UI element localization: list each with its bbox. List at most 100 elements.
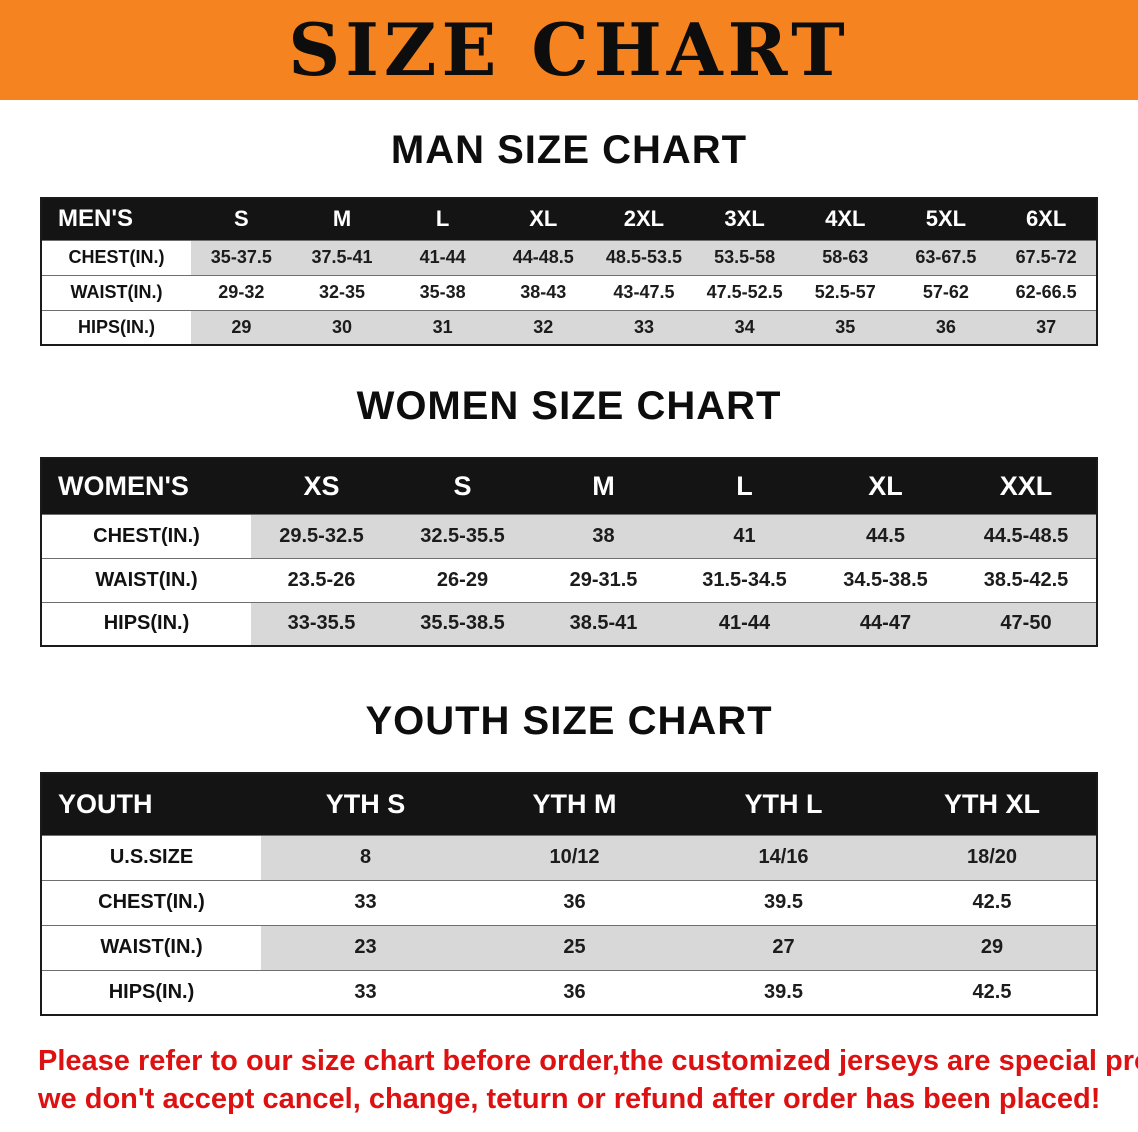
size-value-cell: 29.5-32.5 [251, 514, 392, 558]
size-value-cell: 18/20 [888, 835, 1097, 880]
youth-section-heading: YOUTH SIZE CHART [365, 699, 773, 743]
size-header-cell: YTH XL [888, 773, 1097, 835]
size-value-cell: 33 [261, 970, 470, 1015]
size-value-cell: 36 [470, 970, 679, 1015]
size-value-cell: 57-62 [895, 275, 997, 310]
table-header-row: YOUTH YTH S YTH M YTH L YTH XL [41, 773, 1097, 835]
size-header-cell: YTH S [261, 773, 470, 835]
size-header-cell: L [392, 198, 493, 240]
size-header-cell: 6XL [996, 198, 1097, 240]
table-row: CHEST(IN.) 35-37.5 37.5-41 41-44 44-48.5 48.5… [41, 240, 1097, 275]
women-size-section: WOMEN SIZE CHART WOMEN'S XS S M L XL XXL CHEST(… [0, 384, 1138, 647]
size-value-cell: 34 [694, 310, 795, 345]
table-row: HIPS(IN.) 33 36 39.5 42.5 [41, 970, 1097, 1015]
size-value-cell: 48.5-53.5 [593, 240, 695, 275]
size-value-cell: 44.5 [815, 514, 956, 558]
size-value-cell: 35-37.5 [191, 240, 292, 275]
size-value-cell: 34.5-38.5 [815, 558, 956, 602]
size-value-cell: 38-43 [492, 275, 594, 310]
size-header-cell: S [191, 198, 292, 240]
table-title-cell: MEN'S [41, 198, 191, 240]
size-value-cell: 35 [794, 310, 896, 345]
size-header-cell: XXL [956, 458, 1097, 514]
row-label: HIPS(IN.) [41, 602, 251, 646]
size-value-cell: 33-35.5 [251, 602, 392, 646]
size-value-cell: 33 [593, 310, 695, 345]
size-value-cell: 8 [261, 835, 470, 880]
table-title-cell: WOMEN'S [41, 458, 251, 514]
size-value-cell: 10/12 [470, 835, 679, 880]
size-header-cell: 3XL [694, 198, 795, 240]
size-value-cell: 62-66.5 [996, 275, 1097, 310]
size-value-cell: 53.5-58 [694, 240, 795, 275]
size-value-cell: 44.5-48.5 [956, 514, 1097, 558]
row-label: HIPS(IN.) [41, 970, 261, 1015]
table-header-row: MEN'S S M L XL 2XL 3XL 4XL 5XL 6XL [41, 198, 1097, 240]
women-section-heading: WOMEN SIZE CHART [356, 384, 782, 428]
table-row: HIPS(IN.) 33-35.5 35.5-38.5 38.5-41 41-44 44-… [41, 602, 1097, 646]
size-value-cell: 23 [261, 925, 470, 970]
size-header-cell: M [291, 198, 393, 240]
size-value-cell: 37 [996, 310, 1097, 345]
youth-size-table: YOUTH YTH S YTH M YTH L YTH XL U.S.SIZE 8 10/12… [40, 772, 1098, 1016]
table-header-row: WOMEN'S XS S M L XL XXL [41, 458, 1097, 514]
table-row: U.S.SIZE 8 10/12 14/16 18/20 [41, 835, 1097, 880]
size-value-cell: 29-31.5 [533, 558, 674, 602]
disclaimer-line-1: Please refer to our size chart before or… [38, 1045, 1138, 1077]
size-value-cell: 33 [261, 880, 470, 925]
size-value-cell: 41-44 [392, 240, 493, 275]
table-title-cell: YOUTH [41, 773, 261, 835]
size-value-cell: 29-32 [191, 275, 292, 310]
size-value-cell: 39.5 [679, 970, 888, 1015]
row-label: WAIST(IN.) [41, 925, 261, 970]
table-row: WAIST(IN.) 23 25 27 29 [41, 925, 1097, 970]
size-header-cell: YTH L [679, 773, 888, 835]
disclaimer: Please refer to our size chart before or… [0, 1042, 1138, 1118]
size-header-cell: XL [492, 198, 594, 240]
size-value-cell: 32 [492, 310, 594, 345]
size-value-cell: 42.5 [888, 970, 1097, 1015]
women-size-table: WOMEN'S XS S M L XL XXL CHEST(IN.) 29.5-32.5 32.5… [40, 457, 1098, 647]
size-value-cell: 37.5-41 [291, 240, 393, 275]
size-value-cell: 25 [470, 925, 679, 970]
row-label: CHEST(IN.) [41, 240, 191, 275]
size-value-cell: 38 [533, 514, 674, 558]
size-value-cell: 26-29 [392, 558, 533, 602]
size-value-cell: 41-44 [674, 602, 815, 646]
size-value-cell: 58-63 [794, 240, 896, 275]
youth-size-section: YOUTH SIZE CHART YOUTH YTH S YTH M YTH L YTH… [0, 699, 1138, 1016]
size-header-cell: XL [815, 458, 956, 514]
size-header-cell: 4XL [794, 198, 896, 240]
size-value-cell: 36 [470, 880, 679, 925]
size-value-cell: 39.5 [679, 880, 888, 925]
size-value-cell: 36 [895, 310, 997, 345]
size-header-cell: XS [251, 458, 392, 514]
banner-title: SIZE CHART [288, 7, 850, 92]
size-header-cell: L [674, 458, 815, 514]
size-value-cell: 23.5-26 [251, 558, 392, 602]
row-label: CHEST(IN.) [41, 514, 251, 558]
table-row: CHEST(IN.) 33 36 39.5 42.5 [41, 880, 1097, 925]
size-value-cell: 35.5-38.5 [392, 602, 533, 646]
size-header-cell: M [533, 458, 674, 514]
size-value-cell: 35-38 [392, 275, 493, 310]
table-row: CHEST(IN.) 29.5-32.5 32.5-35.5 38 41 44.5 44.5… [41, 514, 1097, 558]
size-value-cell: 31 [392, 310, 493, 345]
size-value-cell: 44-48.5 [492, 240, 594, 275]
size-value-cell: 44-47 [815, 602, 956, 646]
row-label: WAIST(IN.) [41, 275, 191, 310]
size-header-cell: YTH M [470, 773, 679, 835]
size-header-cell: 2XL [593, 198, 695, 240]
size-header-cell: S [392, 458, 533, 514]
disclaimer-line-2: we don't accept cancel, change, teturn o… [38, 1083, 1101, 1115]
size-value-cell: 38.5-42.5 [956, 558, 1097, 602]
row-label: U.S.SIZE [41, 835, 261, 880]
size-value-cell: 63-67.5 [895, 240, 997, 275]
size-value-cell: 52.5-57 [794, 275, 896, 310]
size-value-cell: 67.5-72 [996, 240, 1097, 275]
size-value-cell: 31.5-34.5 [674, 558, 815, 602]
size-header-cell: 5XL [895, 198, 997, 240]
size-value-cell: 47-50 [956, 602, 1097, 646]
size-value-cell: 14/16 [679, 835, 888, 880]
size-value-cell: 27 [679, 925, 888, 970]
